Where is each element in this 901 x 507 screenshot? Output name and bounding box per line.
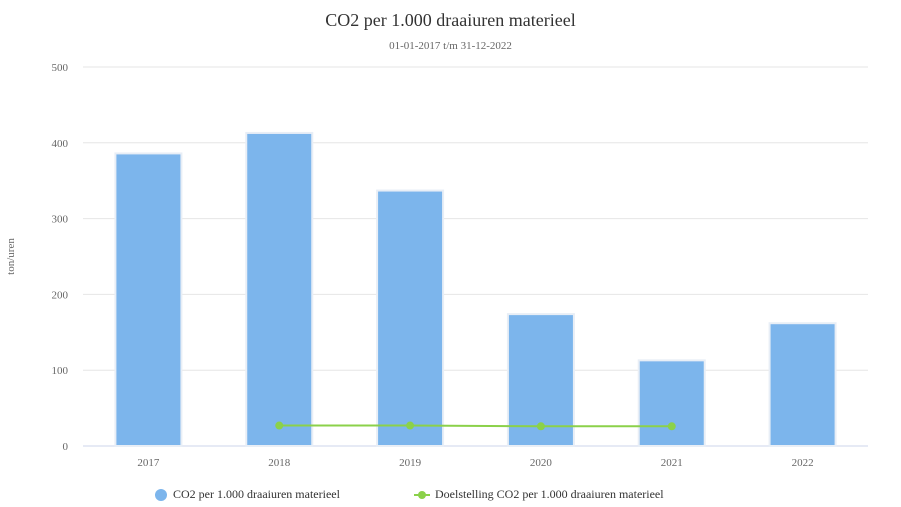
bar bbox=[768, 322, 837, 448]
y-tick-label: 200 bbox=[52, 289, 69, 301]
legend-item-target-line[interactable]: Doelstelling CO2 per 1.000 draaiuren mat… bbox=[414, 487, 664, 502]
y-tick-label: 400 bbox=[52, 138, 69, 150]
chart-legend: CO2 per 1.000 draaiuren materieel Doelst… bbox=[0, 487, 901, 505]
target-point bbox=[667, 422, 676, 431]
y-axis-label: ton/uren bbox=[5, 238, 17, 275]
target-point bbox=[536, 422, 545, 431]
y-tick-label: 500 bbox=[52, 62, 69, 74]
x-tick-label: 2021 bbox=[661, 457, 683, 469]
bar bbox=[245, 131, 314, 447]
x-tick-label: 2022 bbox=[792, 457, 814, 469]
y-tick-label: 100 bbox=[52, 365, 69, 377]
target-line bbox=[279, 424, 672, 428]
legend-label-target-line: Doelstelling CO2 per 1.000 draaiuren mat… bbox=[435, 487, 664, 501]
legend-item-bars[interactable]: CO2 per 1.000 draaiuren materieel bbox=[155, 487, 340, 502]
legend-swatch-bars bbox=[155, 488, 167, 501]
bar bbox=[114, 152, 183, 448]
chart-plot-area: 0 100 200 300 400 500 ton/uren 2017 2018 2019 2020… bbox=[5, 62, 868, 469]
target-point bbox=[275, 421, 284, 430]
bar bbox=[376, 189, 445, 447]
chart-subtitle: 01-01-2017 t/m 31-12-2022 bbox=[389, 40, 512, 52]
x-tick-label: 2017 bbox=[137, 457, 160, 469]
chart-title: CO2 per 1.000 draaiuren materieel bbox=[325, 10, 576, 30]
bar bbox=[637, 359, 706, 448]
x-tick-label: 2018 bbox=[268, 457, 291, 469]
x-tick-label: 2020 bbox=[530, 457, 553, 469]
legend-swatch-target-line bbox=[414, 489, 430, 501]
y-tick-label: 300 bbox=[52, 214, 69, 226]
x-tick-label: 2019 bbox=[399, 457, 422, 469]
target-point bbox=[406, 421, 415, 430]
y-tick-label: 0 bbox=[63, 441, 69, 453]
legend-label-bars: CO2 per 1.000 draaiuren materieel bbox=[173, 487, 340, 501]
